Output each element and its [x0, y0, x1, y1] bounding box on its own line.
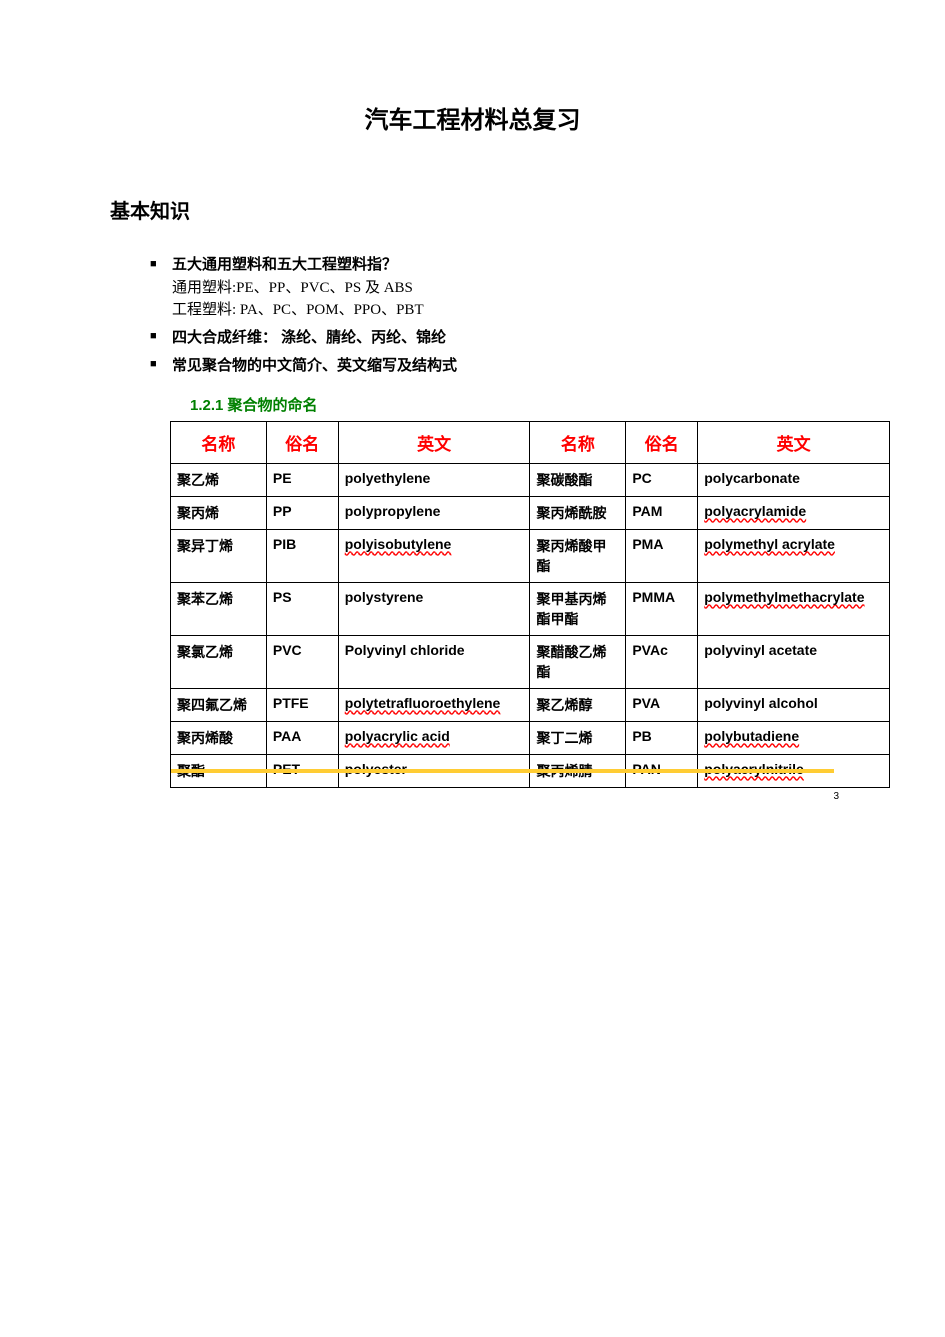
cell-name: 聚丁二烯 — [530, 721, 626, 754]
cell-name: 聚丙烯酸甲酯 — [530, 529, 626, 582]
cell-english: Polyvinyl chloride — [338, 635, 530, 688]
col-header-en-2: 英文 — [698, 421, 890, 463]
polymer-table-wrap: 名称 俗名 英文 名称 俗名 英文 聚乙烯PEpolyethylene聚碳酸酯P… — [170, 421, 835, 788]
bullet-1-heading: 五大通用塑料和五大工程塑料指？ — [172, 254, 835, 277]
list-item: 常见聚合物的中文简介、英文缩写及结构式 — [150, 354, 835, 378]
bullet-1-line2: 工程塑料: PA、PC、POM、PPO、PBT — [172, 299, 835, 322]
table-row: 聚丙烯酸PAApolyacrylic acid聚丁二烯PBpolybutadie… — [171, 721, 890, 754]
bullet-2-heading: 四大合成纤维： — [172, 329, 277, 346]
cell-abbr: PE — [266, 463, 338, 496]
highlight-line — [171, 769, 834, 773]
cell-abbr: PTFE — [266, 688, 338, 721]
col-header-name-2: 名称 — [530, 421, 626, 463]
cell-abbr: PAA — [266, 721, 338, 754]
table-row: 聚异丁烯PIBpolyisobutylene聚丙烯酸甲酯PMApolymethy… — [171, 529, 890, 582]
cell-english: polymethylmethacrylate — [698, 582, 890, 635]
table-footnote-number: 3 — [833, 791, 839, 802]
table-row: 聚氯乙烯PVCPolyvinyl chloride聚醋酸乙烯酯PVAcpolyv… — [171, 635, 890, 688]
cell-name: 聚醋酸乙烯酯 — [530, 635, 626, 688]
col-header-name-1: 名称 — [171, 421, 267, 463]
cell-abbr: PVAc — [626, 635, 698, 688]
cell-english: polytetrafluoroethylene — [338, 688, 530, 721]
cell-name: 聚碳酸酯 — [530, 463, 626, 496]
cell-english: polyacrylic acid — [338, 721, 530, 754]
bullet-3-heading: 常见聚合物的中文简介、英文缩写及结构式 — [172, 357, 457, 374]
cell-name: 聚甲基丙烯酯甲酯 — [530, 582, 626, 635]
cell-abbr: PMMA — [626, 582, 698, 635]
cell-english: polyisobutylene — [338, 529, 530, 582]
bullet-1-line1: 通用塑料:PE、PP、PVC、PS 及 ABS — [172, 277, 835, 300]
cell-name: 聚乙烯 — [171, 463, 267, 496]
list-item: 四大合成纤维： 涤纶、腈纶、丙纶、锦纶 — [150, 326, 835, 350]
bullet-list: 五大通用塑料和五大工程塑料指？ 通用塑料:PE、PP、PVC、PS 及 ABS … — [150, 254, 835, 378]
cell-english: polyethylene — [338, 463, 530, 496]
document-title: 汽车工程材料总复习 — [110, 100, 835, 135]
cell-name: 聚氯乙烯 — [171, 635, 267, 688]
cell-abbr: PP — [266, 496, 338, 529]
bullet-2-rest: 涤纶、腈纶、丙纶、锦纶 — [277, 329, 446, 346]
cell-abbr: PAM — [626, 496, 698, 529]
cell-name: 聚乙烯醇 — [530, 688, 626, 721]
col-header-abbr-2: 俗名 — [626, 421, 698, 463]
col-header-en-1: 英文 — [338, 421, 530, 463]
cell-english: polybutadiene — [698, 721, 890, 754]
cell-name: 聚苯乙烯 — [171, 582, 267, 635]
cell-name: 聚异丁烯 — [171, 529, 267, 582]
cell-abbr: PS — [266, 582, 338, 635]
cell-name: 聚丙烯 — [171, 496, 267, 529]
cell-abbr: PVA — [626, 688, 698, 721]
col-header-abbr-1: 俗名 — [266, 421, 338, 463]
cell-abbr: PIB — [266, 529, 338, 582]
cell-english: polystyrene — [338, 582, 530, 635]
table-header-row: 名称 俗名 英文 名称 俗名 英文 — [171, 421, 890, 463]
polymer-table-body: 聚乙烯PEpolyethylene聚碳酸酯PCpolycarbonate聚丙烯P… — [171, 463, 890, 787]
cell-english: polyvinyl alcohol — [698, 688, 890, 721]
document-page: 汽车工程材料总复习 基本知识 五大通用塑料和五大工程塑料指？ 通用塑料:PE、P… — [0, 0, 945, 1337]
cell-abbr: PC — [626, 463, 698, 496]
cell-abbr: PB — [626, 721, 698, 754]
cell-name: 聚丙烯酰胺 — [530, 496, 626, 529]
list-item: 五大通用塑料和五大工程塑料指？ 通用塑料:PE、PP、PVC、PS 及 ABS … — [150, 254, 835, 322]
table-row: 聚丙烯PPpolypropylene聚丙烯酰胺PAMpolyacrylamide — [171, 496, 890, 529]
cell-name: 聚丙烯酸 — [171, 721, 267, 754]
cell-name: 聚四氟乙烯 — [171, 688, 267, 721]
cell-english: polymethyl acrylate — [698, 529, 890, 582]
cell-english: polyacrylamide — [698, 496, 890, 529]
cell-english: polypropylene — [338, 496, 530, 529]
cell-abbr: PMA — [626, 529, 698, 582]
cell-abbr: PVC — [266, 635, 338, 688]
polymer-table: 名称 俗名 英文 名称 俗名 英文 聚乙烯PEpolyethylene聚碳酸酯P… — [170, 421, 890, 788]
cell-english: polyvinyl acetate — [698, 635, 890, 688]
table-row: 聚四氟乙烯PTFEpolytetrafluoroethylene聚乙烯醇PVAp… — [171, 688, 890, 721]
table-row: 聚乙烯PEpolyethylene聚碳酸酯PCpolycarbonate — [171, 463, 890, 496]
section-heading: 基本知识 — [110, 195, 835, 224]
table-caption: 1.2.1 聚合物的命名 — [190, 394, 835, 415]
table-row: 聚苯乙烯PSpolystyrene聚甲基丙烯酯甲酯PMMApolymethylm… — [171, 582, 890, 635]
cell-english: polycarbonate — [698, 463, 890, 496]
